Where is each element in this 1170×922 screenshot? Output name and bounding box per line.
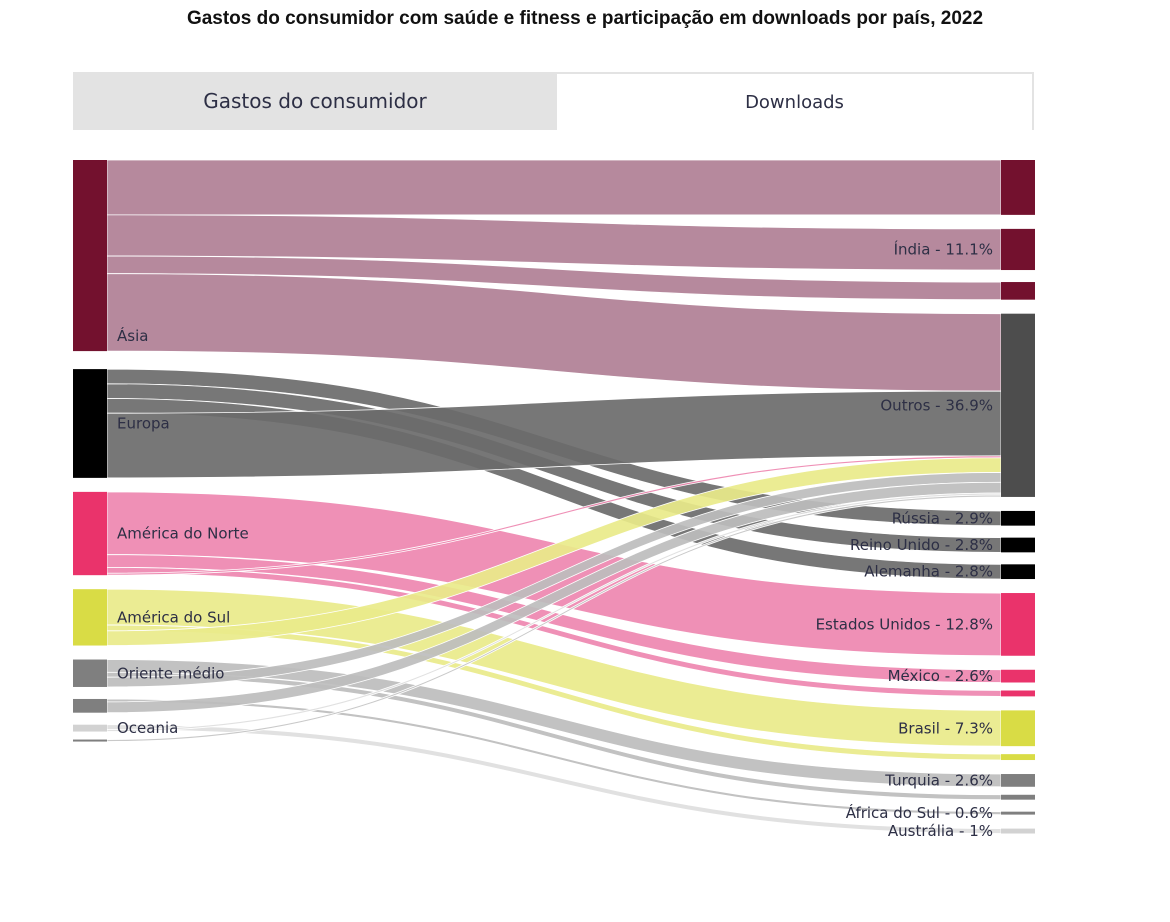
- tab-consumer-spending[interactable]: Gastos do consumidor: [73, 72, 557, 130]
- tab-consumer-spending-label: Gastos do consumidor: [203, 89, 427, 113]
- target-node-australia[interactable]: [1001, 828, 1035, 834]
- chart-title: Gastos do consumidor com saúde e fitness…: [186, 8, 984, 29]
- target-label-brasil: Brasil - 7.3%: [898, 719, 993, 737]
- target-label-alemanha: Alemanha - 2.8%: [864, 563, 993, 581]
- target-label-india: Índia - 11.1%: [894, 239, 993, 258]
- source-label-europa: Europa: [117, 414, 170, 432]
- source-node-europa[interactable]: [73, 369, 107, 478]
- target-label-reino_unido: Reino Unido - 2.8%: [850, 536, 993, 554]
- target-label-mexico: México - 2.6%: [888, 667, 993, 685]
- source-node-africa[interactable]: [73, 698, 107, 713]
- target-label-australia: Austrália - 1%: [888, 822, 993, 840]
- target-label-africa_sul: África do Sul - 0.6%: [846, 803, 993, 822]
- target-node-turquia[interactable]: [1001, 774, 1035, 787]
- source-node-america_sul[interactable]: [73, 589, 107, 646]
- target-node-russia[interactable]: [1001, 510, 1035, 526]
- target-node-india[interactable]: [1001, 228, 1035, 271]
- source-label-america_sul: América do Sul: [117, 608, 230, 626]
- sankey-flows: [106, 159, 1002, 834]
- target-node-outros[interactable]: [1001, 313, 1035, 497]
- target-node-am_sul_t2[interactable]: [1001, 754, 1035, 761]
- source-label-oceania: Oceania: [117, 719, 178, 737]
- sankey-nodes: [73, 160, 1035, 834]
- target-node-mexico[interactable]: [1001, 669, 1035, 683]
- target-label-estados_unidos: Estados Unidos - 12.8%: [816, 615, 993, 633]
- target-node-alemanha[interactable]: [1001, 564, 1035, 580]
- target-node-africa_sul[interactable]: [1001, 811, 1035, 815]
- tab-downloads-label: Downloads: [745, 91, 844, 113]
- flow-asia-asia_t1: [106, 159, 1002, 216]
- target-label-turquia: Turquia - 2.6%: [884, 771, 993, 789]
- tab-downloads[interactable]: Downloads: [557, 72, 1034, 130]
- target-node-am_norte_t3[interactable]: [1001, 690, 1035, 697]
- target-label-russia: Rússia - 2.9%: [892, 509, 993, 527]
- target-node-asia_t1[interactable]: [1001, 160, 1035, 215]
- target-node-reino_unido[interactable]: [1001, 537, 1035, 553]
- target-node-oriente_t2[interactable]: [1001, 794, 1035, 800]
- source-node-asia[interactable]: [73, 160, 107, 352]
- source-node-oceania[interactable]: [73, 724, 107, 732]
- target-node-asia_t3[interactable]: [1001, 282, 1035, 300]
- target-node-brasil[interactable]: [1001, 710, 1035, 747]
- source-node-outros_src[interactable]: [73, 739, 107, 742]
- source-node-oriente_medio[interactable]: [73, 659, 107, 687]
- target-label-outros: Outros - 36.9%: [880, 396, 993, 414]
- source-label-america_norte: América do Norte: [117, 525, 249, 543]
- source-node-america_norte[interactable]: [73, 491, 107, 576]
- source-label-oriente_medio: Oriente médio: [117, 664, 224, 682]
- target-node-estados_unidos[interactable]: [1001, 593, 1035, 656]
- source-label-asia: Ásia: [117, 326, 148, 345]
- sankey-labels: Ásia Europa América do Norte América do Sul…: [117, 239, 993, 840]
